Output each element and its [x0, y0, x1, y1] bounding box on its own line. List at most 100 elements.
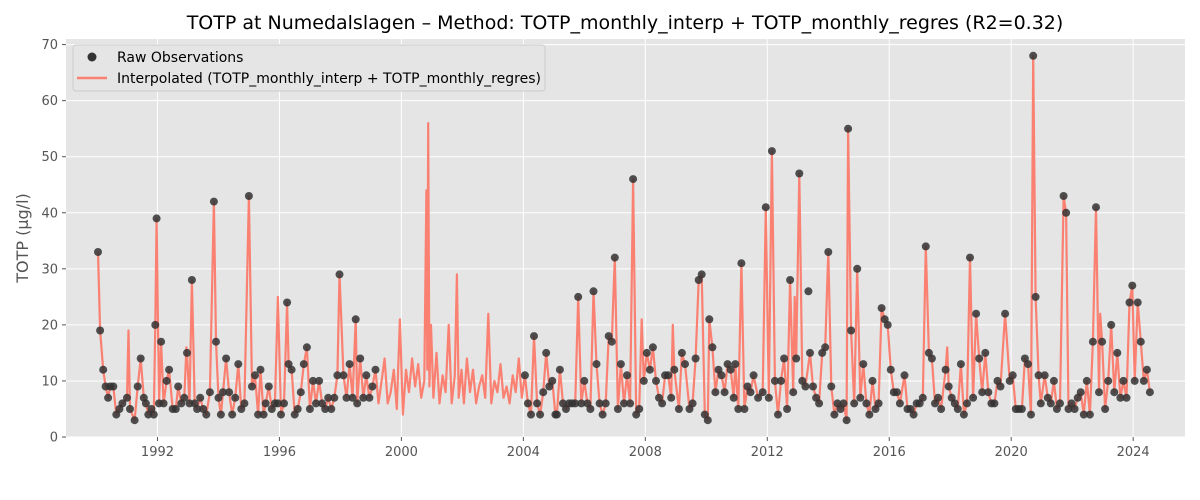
raw-observation-point [1098, 337, 1107, 346]
raw-observation-point [740, 405, 749, 413]
raw-observation-point [162, 376, 171, 385]
raw-observation-point [240, 399, 249, 408]
raw-observation-point [321, 405, 330, 413]
raw-observation-point [244, 192, 253, 200]
raw-observation-point [362, 371, 371, 380]
raw-observation-point [157, 337, 166, 346]
raw-observation-point [196, 393, 205, 402]
x-tick-label: 1992 [141, 445, 174, 460]
raw-observation-point [283, 298, 292, 307]
raw-observation-point [981, 348, 990, 357]
raw-observation-point [1119, 376, 1128, 385]
raw-observation-point [1145, 388, 1154, 397]
raw-observation-point [639, 376, 648, 385]
raw-observation-point [972, 309, 981, 318]
raw-observation-point [234, 360, 243, 369]
raw-observation-point [770, 376, 779, 385]
raw-observation-point [937, 405, 946, 413]
raw-observation-point [996, 382, 1005, 391]
raw-observation-point [180, 393, 189, 402]
raw-observation-point [555, 365, 564, 374]
raw-observation-point [152, 214, 161, 223]
raw-observation-point [1107, 320, 1116, 329]
raw-observation-point [165, 365, 174, 374]
y-tick-label: 60 [41, 94, 58, 109]
raw-observation-point [877, 304, 886, 313]
raw-observation-point [892, 388, 901, 397]
raw-observation-point [193, 405, 202, 413]
raw-observation-point [969, 393, 978, 402]
raw-observation-point [368, 382, 377, 391]
raw-observation-point [839, 399, 848, 408]
raw-observation-point [774, 410, 782, 419]
x-tick-label: 2008 [629, 445, 662, 460]
y-tick-label: 70 [41, 38, 58, 53]
raw-observation-point [720, 388, 729, 397]
y-axis-label: TOTP (µg/l) [13, 193, 32, 284]
raw-observation-point [324, 393, 333, 402]
raw-observation-point [626, 399, 635, 408]
raw-observation-point [1133, 298, 1142, 307]
raw-observation-point [927, 354, 936, 363]
raw-observation-point [339, 371, 348, 380]
raw-observation-point [542, 348, 551, 357]
raw-observation-point [280, 399, 288, 408]
raw-observation-point [151, 320, 160, 329]
raw-observation-point [1031, 292, 1040, 301]
raw-observation-point [874, 399, 883, 408]
raw-observation-point [984, 388, 993, 397]
raw-observation-point [118, 399, 127, 408]
raw-observation-point [315, 376, 324, 385]
raw-observation-point [792, 354, 801, 363]
raw-observation-point [527, 410, 535, 419]
y-tick-label: 40 [41, 206, 58, 221]
raw-observation-point [293, 405, 302, 413]
raw-observation-point [580, 376, 589, 385]
raw-observation-point [780, 354, 789, 363]
raw-observation-point [865, 410, 874, 419]
raw-observation-point [136, 354, 145, 363]
raw-observation-point [850, 399, 859, 408]
raw-observation-point [273, 399, 282, 408]
raw-observation-point [806, 348, 814, 357]
raw-observation-point [99, 365, 108, 374]
raw-observation-point [1008, 371, 1017, 380]
raw-observation-point [705, 315, 714, 324]
raw-observation-point [1049, 376, 1058, 385]
x-tick-label: 2016 [873, 445, 906, 460]
x-tick-label: 2024 [1117, 445, 1150, 460]
raw-observation-point [205, 388, 214, 397]
raw-observation-point [1122, 393, 1131, 402]
raw-observation-point [577, 399, 586, 408]
raw-observation-point [975, 354, 984, 363]
raw-observation-point [1095, 388, 1103, 397]
raw-observation-point [202, 410, 211, 419]
raw-observation-point [130, 416, 139, 425]
raw-observation-point [667, 393, 676, 402]
x-tick-label: 2004 [507, 445, 540, 460]
raw-observation-point [856, 393, 865, 402]
raw-observation-point [789, 388, 798, 397]
raw-observation-point [299, 360, 308, 369]
y-tick-label: 0 [50, 431, 58, 446]
raw-observation-point [552, 410, 561, 419]
raw-observation-point [883, 320, 892, 329]
raw-observation-point [251, 371, 259, 380]
raw-observation-point [312, 399, 320, 408]
raw-observation-point [309, 376, 317, 385]
raw-observation-point [842, 416, 851, 425]
raw-observation-point [944, 382, 953, 391]
legend-label-raw-observations: Raw Observations [117, 50, 243, 66]
raw-observation-point [895, 399, 904, 408]
raw-observation-point [1024, 360, 1032, 369]
raw-observation-point [664, 371, 673, 380]
raw-observation-point [688, 399, 697, 408]
chart-title: TOTP at Numedalslagen – Method: TOTP_mon… [186, 12, 1064, 34]
raw-observation-point [607, 337, 616, 346]
raw-observation-point [886, 365, 895, 374]
raw-observation-point [900, 371, 909, 380]
raw-observation-point [287, 365, 296, 374]
raw-observation-point [574, 292, 583, 301]
raw-observation-point [174, 382, 183, 391]
